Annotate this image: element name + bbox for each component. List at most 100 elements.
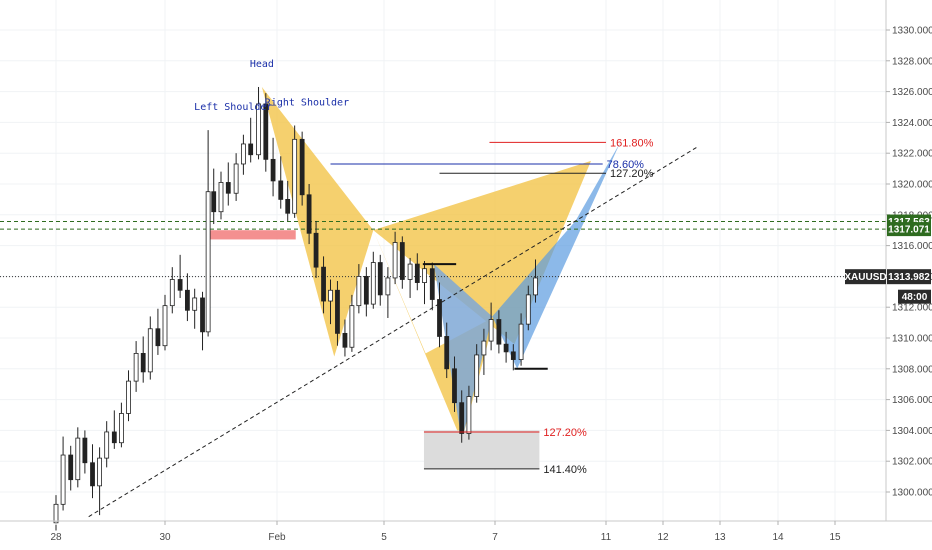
fib-label: 127.20%: [543, 427, 587, 439]
time-axis[interactable]: 28 30 Feb 5 7 11 12 13 14 15: [50, 521, 841, 543]
candle-body: [140, 352, 146, 373]
candle: [104, 421, 110, 468]
resistance-badge-2-label: 1317.071: [888, 225, 930, 236]
candle: [342, 319, 348, 357]
pattern-right-wing: [373, 160, 592, 345]
candle-body: [111, 431, 117, 444]
bat-wing-right: [492, 142, 621, 369]
candle: [407, 257, 413, 298]
candle-body: [97, 457, 102, 487]
candle-body: [429, 268, 435, 300]
candle: [518, 313, 524, 366]
candle-body: [437, 299, 442, 337]
demand-zone: [423, 430, 540, 469]
candle: [240, 134, 246, 175]
candle: [119, 402, 124, 448]
candle-body: [225, 182, 231, 194]
candle-body: [68, 454, 74, 481]
candle: [437, 282, 442, 348]
countdown-badge: 48:00: [898, 289, 931, 304]
candle: [313, 220, 319, 278]
candle-body: [488, 319, 494, 342]
candle-body: [169, 279, 175, 307]
symbol-price-badge[interactable]: XAUUSD 1313.982: [844, 269, 931, 285]
candle-body: [211, 191, 217, 213]
candle: [60, 436, 66, 511]
y-tick-label: 1300.000: [892, 488, 932, 499]
candle: [278, 156, 284, 209]
candle-body: [392, 242, 398, 279]
candle-body: [299, 138, 305, 196]
candle-body: [377, 262, 383, 296]
pattern-label: Right Shoulder: [265, 97, 349, 108]
candle: [292, 125, 298, 218]
candle-body: [533, 277, 538, 296]
candle-body: [335, 289, 340, 334]
candle: [474, 344, 480, 403]
candle-body: [370, 262, 376, 305]
bat-wing-left: [433, 264, 493, 442]
candle-body: [525, 294, 531, 325]
price-levels: [0, 146, 886, 518]
candle-body: [481, 340, 487, 356]
candle-body: [496, 319, 502, 345]
x-tick-label: 15: [829, 532, 841, 543]
candle: [392, 231, 398, 285]
candle-body: [218, 182, 224, 213]
candle: [422, 261, 427, 305]
candle: [488, 302, 494, 351]
candle-body: [306, 194, 312, 234]
drawings: 161.80%78.60%127.20%127.20%141.40%HeadLe…: [194, 59, 653, 476]
candle: [270, 137, 276, 197]
y-tick-label: 1330.000: [892, 26, 932, 37]
candle-body: [452, 368, 457, 404]
y-tick-label: 1304.000: [892, 426, 932, 437]
candle: [205, 130, 211, 337]
candle-body: [444, 336, 450, 370]
candle-body: [270, 158, 276, 182]
fib-label: 141.40%: [543, 464, 587, 476]
candle: [140, 336, 146, 383]
y-tick-label: 1322.000: [892, 149, 932, 160]
candle-body: [248, 143, 254, 156]
y-tick-label: 1306.000: [892, 395, 932, 406]
candle: [370, 251, 376, 309]
x-tick-label: 7: [492, 532, 498, 543]
candle-body: [104, 431, 110, 459]
candle: [248, 117, 254, 163]
resistance-badge-2: 1317.071: [887, 222, 931, 237]
candle-body: [459, 402, 465, 434]
candle-body: [466, 396, 472, 434]
price-axis[interactable]: 1300.000 1302.000 1304.000 1306.000 1308.000…: [886, 26, 932, 499]
candle-body: [90, 462, 95, 487]
candle: [256, 86, 261, 160]
candle: [90, 444, 95, 499]
candle-body: [155, 328, 161, 347]
candle: [68, 445, 74, 491]
candle-body: [414, 263, 420, 283]
candle: [510, 344, 516, 371]
y-tick-label: 1326.000: [892, 87, 932, 98]
candle-body: [119, 413, 124, 444]
fib-label: 161.80%: [610, 137, 654, 149]
candle-body: [285, 198, 291, 214]
y-tick-label: 1312.000: [892, 303, 932, 314]
candle-body: [313, 232, 319, 268]
candle: [218, 171, 224, 220]
y-tick-label: 1302.000: [892, 457, 932, 468]
candle: [444, 322, 450, 379]
y-tick-label: 1324.000: [892, 118, 932, 129]
candle: [377, 254, 383, 306]
candle: [452, 356, 457, 412]
candle-body: [75, 437, 81, 481]
candle: [466, 385, 472, 440]
candle: [97, 447, 102, 516]
candle-body: [399, 242, 405, 280]
candle-body: [133, 352, 139, 382]
candle-body: [126, 380, 131, 414]
candle-body: [147, 328, 153, 373]
candle: [126, 370, 131, 422]
candles: [53, 86, 538, 531]
candle-body: [53, 503, 59, 524]
